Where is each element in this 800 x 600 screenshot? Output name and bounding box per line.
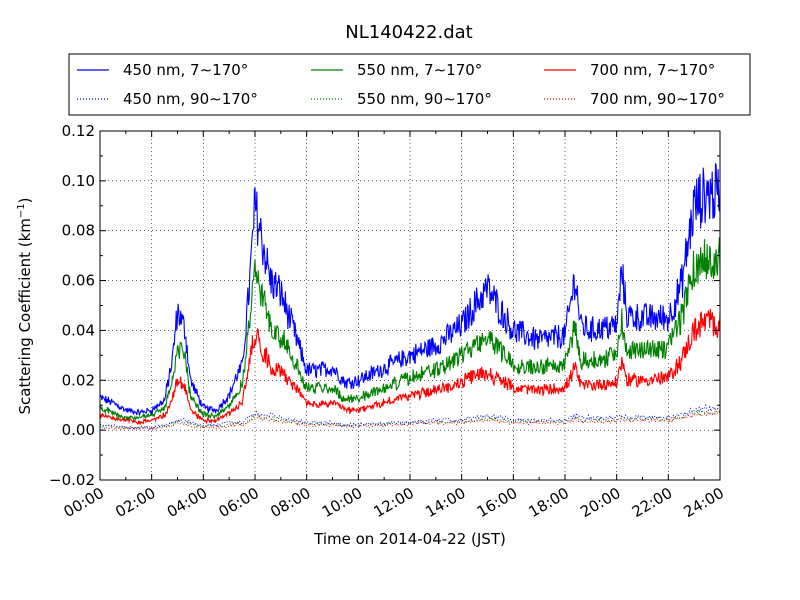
x-tick-label: 24:00 bbox=[681, 484, 727, 521]
y-tick-label: 0.00 bbox=[62, 421, 95, 439]
y-tick-label: 0.08 bbox=[62, 222, 95, 240]
x-tick-label: 22:00 bbox=[629, 484, 675, 521]
chart-title: NL140422.dat bbox=[345, 22, 472, 43]
legend-label: 550 nm, 7∼170° bbox=[357, 61, 482, 79]
legend: 450 nm, 7∼170° 550 nm, 7∼170° 700 nm, 7∼17… bbox=[68, 53, 751, 116]
x-tick-label: 18:00 bbox=[526, 484, 572, 521]
y-tick-label: 0.02 bbox=[62, 371, 95, 389]
x-tick-label: 02:00 bbox=[112, 484, 158, 521]
y-axis-label: Scattering Coefficient (km−1) bbox=[16, 197, 34, 414]
plot-area bbox=[99, 130, 721, 481]
series-line bbox=[99, 403, 721, 430]
x-tick-label: 04:00 bbox=[164, 484, 210, 521]
series-lines bbox=[99, 162, 721, 431]
y-tick-label: 0.06 bbox=[62, 272, 95, 290]
y-axis-label-close: ) bbox=[16, 197, 34, 203]
x-tick-label: 16:00 bbox=[474, 484, 520, 521]
x-tick-label: 00:00 bbox=[61, 484, 107, 521]
series-line bbox=[99, 162, 721, 417]
y-tick-label: 0.04 bbox=[62, 321, 95, 339]
x-tick-labels: 00:00 02:00 04:00 06:00 08:00 10:00 12:00 14:00… bbox=[61, 484, 727, 521]
legend-label: 700 nm, 90∼170° bbox=[590, 90, 725, 108]
x-tick-label: 10:00 bbox=[319, 484, 365, 521]
x-tick-label: 20:00 bbox=[577, 484, 623, 521]
legend-label: 450 nm, 90∼170° bbox=[123, 90, 258, 108]
plot-border bbox=[99, 130, 721, 481]
y-tick-labels: −0.02 0.00 0.02 0.04 0.06 0.08 0.10 0.12 bbox=[49, 122, 95, 489]
y-tick-label: 0.10 bbox=[62, 172, 95, 190]
legend-label: 700 nm, 7∼170° bbox=[590, 61, 715, 79]
legend-label: 450 nm, 7∼170° bbox=[123, 61, 248, 79]
x-axis-label: Time on 2014-04-22 (JST) bbox=[313, 530, 506, 548]
series-line bbox=[99, 408, 721, 431]
y-tick-label: 0.12 bbox=[62, 122, 95, 140]
legend-label: 550 nm, 90∼170° bbox=[357, 90, 492, 108]
plot-frame bbox=[100, 131, 720, 480]
x-tick-label: 12:00 bbox=[371, 484, 417, 521]
y-tick-label: −0.02 bbox=[49, 471, 95, 489]
series-line bbox=[99, 237, 721, 422]
y-axis-label-main: Scattering Coefficient (km bbox=[16, 218, 34, 414]
x-tick-label: 08:00 bbox=[267, 484, 313, 521]
legend-items: 450 nm, 7∼170° 550 nm, 7∼170° 700 nm, 7∼17… bbox=[77, 61, 725, 108]
series-line bbox=[99, 308, 721, 425]
legend-box bbox=[68, 53, 751, 116]
y-axis-label-sup: −1 bbox=[16, 203, 27, 218]
x-tick-label: 14:00 bbox=[422, 484, 468, 521]
x-tick-label: 06:00 bbox=[216, 484, 262, 521]
